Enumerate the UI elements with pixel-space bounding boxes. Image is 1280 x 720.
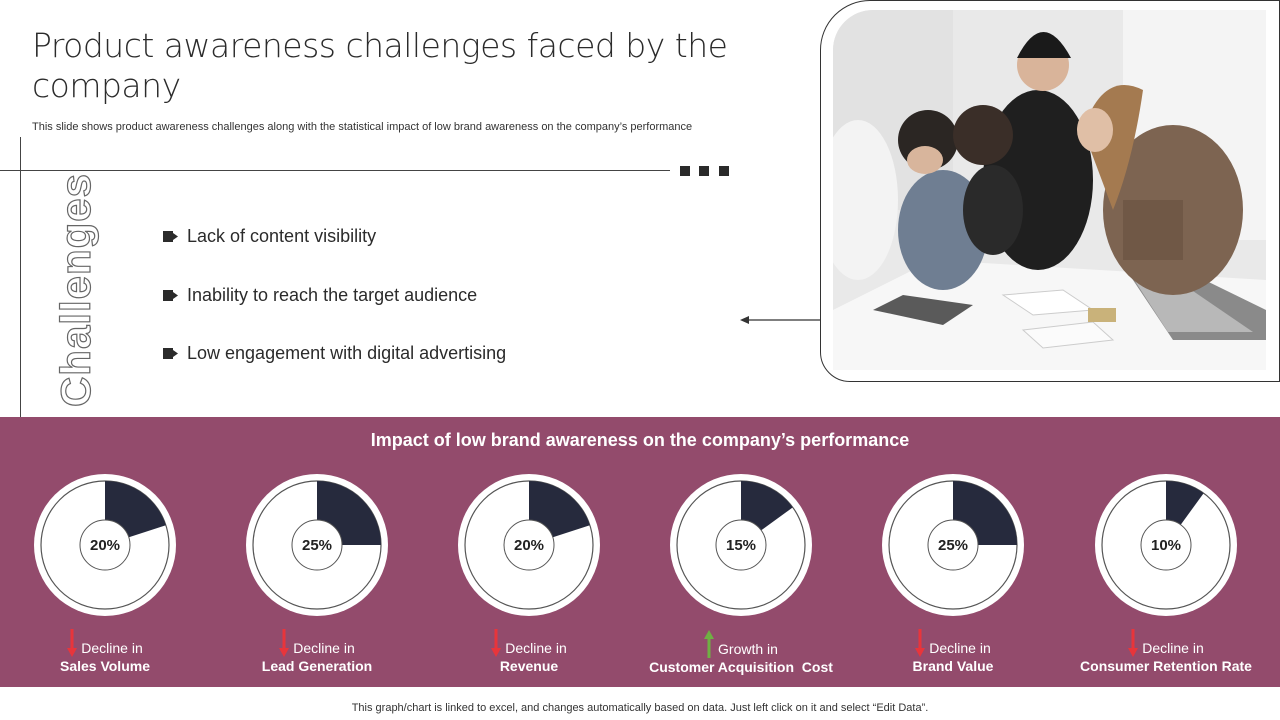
pie-value-label: 20% [514,537,544,554]
square-icon [680,166,690,176]
pie-chart: 10% [1095,474,1237,616]
bullet-arrow-icon [163,290,178,301]
impact-caption-trend-text: Decline in [505,640,567,656]
challenge-item-text: Low engagement with digital advertising [187,343,507,363]
pie-value-label: 10% [1151,537,1181,554]
impact-caption-trend-text: Decline in [293,640,355,656]
pie-chart: 25% [882,474,1024,616]
pie-chart: 25% [246,474,388,616]
pie-chart: 20% [34,474,176,616]
pie-chart: 15% [670,474,812,616]
impact-caption-metric: Brand Value [912,658,994,675]
impact-caption-line1: Decline in [1066,629,1266,658]
team-meeting-image [833,10,1266,370]
impact-caption-trend-text: Growth in [718,641,778,657]
impact-caption-trend-text: Decline in [1142,640,1204,656]
impact-caption-metric: Consumer Retention Rate [1080,658,1252,675]
impact-band [0,417,1280,687]
impact-caption: Decline in Revenue [449,629,609,675]
page-subtitle: This slide shows product awareness chall… [32,121,693,133]
impact-caption-metric: Lead Generation [261,658,373,675]
arrow-left-icon [740,316,822,324]
pie-value-label: 20% [90,537,120,554]
challenges-side-label: Challenges [40,172,112,407]
challenges-side-label-text: Challenges [51,172,100,408]
impact-caption-line1: Decline in [873,629,1033,658]
challenge-item-text: Lack of content visibility [187,226,377,246]
impact-caption: Decline in Brand Value [873,629,1033,675]
pie-value-label: 25% [938,537,968,554]
pie-chart: 20% [458,474,600,616]
pie-value-label: 25% [302,537,332,554]
impact-caption-line1: Decline in [449,629,609,658]
impact-caption-metric: Sales Volume [59,658,150,675]
arrow-up-icon [704,630,715,659]
arrow-down-icon [1128,629,1139,658]
arrow-down-icon [491,629,502,658]
impact-caption-trend-text: Decline in [81,640,143,656]
pie-center-hole [927,519,979,571]
impact-caption: Decline in Consumer Retention Rate [1066,629,1266,675]
challenge-item: Lack of content visibility [163,226,376,247]
pie-center-hole [503,519,555,571]
impact-caption-line1: Growth in [641,630,841,659]
header-divider [0,170,670,171]
square-icon [719,166,729,176]
page-title: Product awareness challenges faced by th… [32,26,728,105]
square-icon [699,166,709,176]
impact-caption-line1: Decline in [237,629,397,658]
impact-caption: Decline in Sales Volume [25,629,185,675]
pie-value-label: 15% [726,537,756,554]
challenge-item: Low engagement with digital advertising [163,343,506,364]
impact-caption: Growth in Customer Acquisition Cost [641,630,841,676]
pie-center-hole [79,519,131,571]
impact-caption: Decline in Lead Generation [237,629,397,675]
team-photo [833,10,1266,370]
footer-note: This graph/chart is linked to excel, and… [351,702,929,714]
pie-center-hole [715,519,767,571]
impact-title: Impact of low brand awareness on the com… [370,430,910,450]
bullet-arrow-icon [163,348,178,359]
impact-caption-line1: Decline in [25,629,185,658]
impact-caption-trend-text: Decline in [929,640,991,656]
arrow-down-icon [67,629,78,658]
bullet-arrow-icon [163,231,178,242]
impact-caption-metric: Customer Acquisition Cost [649,659,833,676]
impact-caption-metric: Revenue [499,658,559,675]
arrow-down-icon [279,629,290,658]
arrow-down-icon [915,629,926,658]
pie-center-hole [291,519,343,571]
challenge-item-text: Inability to reach the target audience [187,285,478,305]
side-divider [20,137,21,417]
challenge-item: Inability to reach the target audience [163,285,477,306]
pie-center-hole [1140,519,1192,571]
